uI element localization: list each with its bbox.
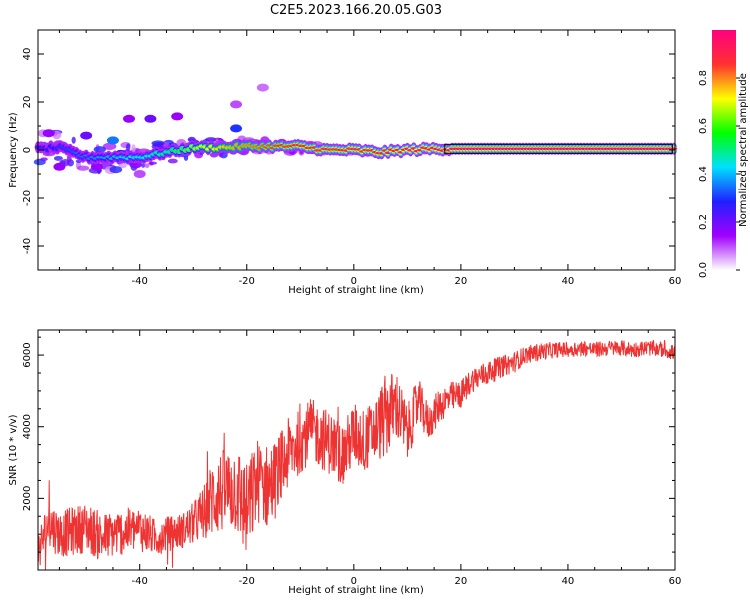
spectrogram-outlier-blob	[53, 162, 66, 171]
x-tick-label: -40	[132, 276, 148, 287]
colorbar-tick-label: 0.8	[698, 70, 709, 86]
spectrogram-outlier-blob	[80, 131, 93, 140]
spectrogram-band-outline	[444, 143, 673, 154]
y-tick-label: 0	[22, 147, 33, 153]
colorbar-tick-label: 0.0	[698, 262, 709, 278]
snr-panel: -40 -20 0 20 40 60 2000 4000 6000 Height of str…	[8, 329, 682, 596]
snr-x-ticks: -40 -20 0 20 40 60	[58, 330, 682, 587]
spectrogram-noise-blob	[102, 142, 117, 151]
snr-y-label: SNR (10 * v/v)	[8, 414, 19, 485]
x-tick-label: 20	[455, 576, 468, 587]
x-tick-label: 0	[351, 276, 357, 287]
spectrogram-noise-blob	[183, 154, 189, 161]
spectrogram-noise-blob	[131, 144, 136, 153]
colorbar: 0.0 0.2 0.4 0.6 0.8 Normalized spectral ampl…	[698, 30, 749, 278]
y-tick-label: 6000	[22, 342, 33, 367]
y-tick-label: -40	[22, 238, 33, 254]
snr-x-label: Height of straight line (km)	[288, 585, 424, 596]
spectrogram-noise-blob	[93, 146, 106, 153]
spectrogram-outlier-blob	[171, 112, 184, 121]
colorbar-tick-label: 0.2	[698, 214, 709, 230]
x-tick-label: -40	[132, 576, 148, 587]
x-tick-label: -20	[239, 276, 255, 287]
spectrogram-outlier-blob	[256, 83, 269, 92]
x-tick-label: -20	[239, 576, 255, 587]
x-tick-label: 60	[669, 276, 682, 287]
spectrogram-panel: -40 -20 0 20 40 60 -40 -20 0 20 40 Height of stra…	[8, 29, 682, 296]
spectrogram-noise-blob	[148, 161, 158, 165]
colorbar-ticks: 0.0 0.2 0.4 0.6 0.8	[698, 70, 740, 278]
snr-frame	[37, 329, 676, 571]
colorbar-tick-label: 0.6	[698, 118, 709, 134]
spectrogram-outlier-blob	[42, 129, 55, 138]
y-tick-label: 4000	[22, 414, 33, 439]
y-tick-label: 2000	[22, 486, 33, 511]
spectrogram-outlier-blob	[144, 114, 157, 123]
spectrogram-outlier-blob	[133, 170, 146, 178]
spectrogram-noise-blob	[118, 163, 127, 169]
spectrogram-noise-blob	[144, 163, 150, 168]
spectrogram-noise-blob	[125, 143, 131, 151]
spectrogram-outlier-blob	[106, 136, 119, 145]
x-tick-label: 60	[669, 576, 682, 587]
snr-series-line	[37, 339, 676, 571]
spectrogram-noise-blob	[40, 157, 48, 162]
spectrogram-noise-blob	[71, 136, 76, 144]
spectrogram-noise-blob	[76, 165, 90, 171]
snr-y-ticks: 2000 4000 6000	[22, 336, 675, 553]
spectrogram-ridge	[34, 139, 678, 165]
y-tick-label: 20	[22, 96, 33, 109]
y-tick-label: 40	[22, 48, 33, 61]
spectrogram-y-ticks: -40 -20 0 20 40	[22, 29, 675, 271]
x-tick-label: 40	[562, 576, 575, 587]
spectrogram-outlier-blob	[230, 100, 243, 109]
x-tick-label: 40	[562, 276, 575, 287]
spectrogram-x-label: Height of straight line (km)	[288, 285, 424, 296]
spectrogram-y-label: Frequency (Hz)	[8, 112, 19, 188]
x-tick-label: 20	[455, 276, 468, 287]
y-tick-label: -20	[22, 190, 33, 206]
spectrogram-noise-blob	[205, 137, 217, 142]
spectrogram-outlier-blob	[90, 162, 103, 171]
figure-title: C2E5.2023.166.20.05.G03	[270, 3, 442, 18]
spectrogram-noise-blob	[152, 142, 164, 148]
spectrogram-x-ticks: -40 -20 0 20 40 60	[58, 30, 682, 287]
spectrogram-noise-blob	[109, 166, 123, 174]
x-tick-label: 0	[351, 576, 357, 587]
colorbar-tick-label: 0.4	[698, 166, 709, 182]
colorbar-label: Normalized spectral amplitude	[738, 73, 749, 227]
spectrogram-outlier-blob	[123, 114, 135, 123]
colorbar-gradient	[712, 30, 736, 270]
spectrogram-noise-blob	[141, 163, 146, 168]
spectrogram-noise-blob	[167, 158, 178, 164]
spectrogram-outlier-blob	[230, 124, 243, 133]
spectrogram-noise-blob	[66, 153, 72, 163]
